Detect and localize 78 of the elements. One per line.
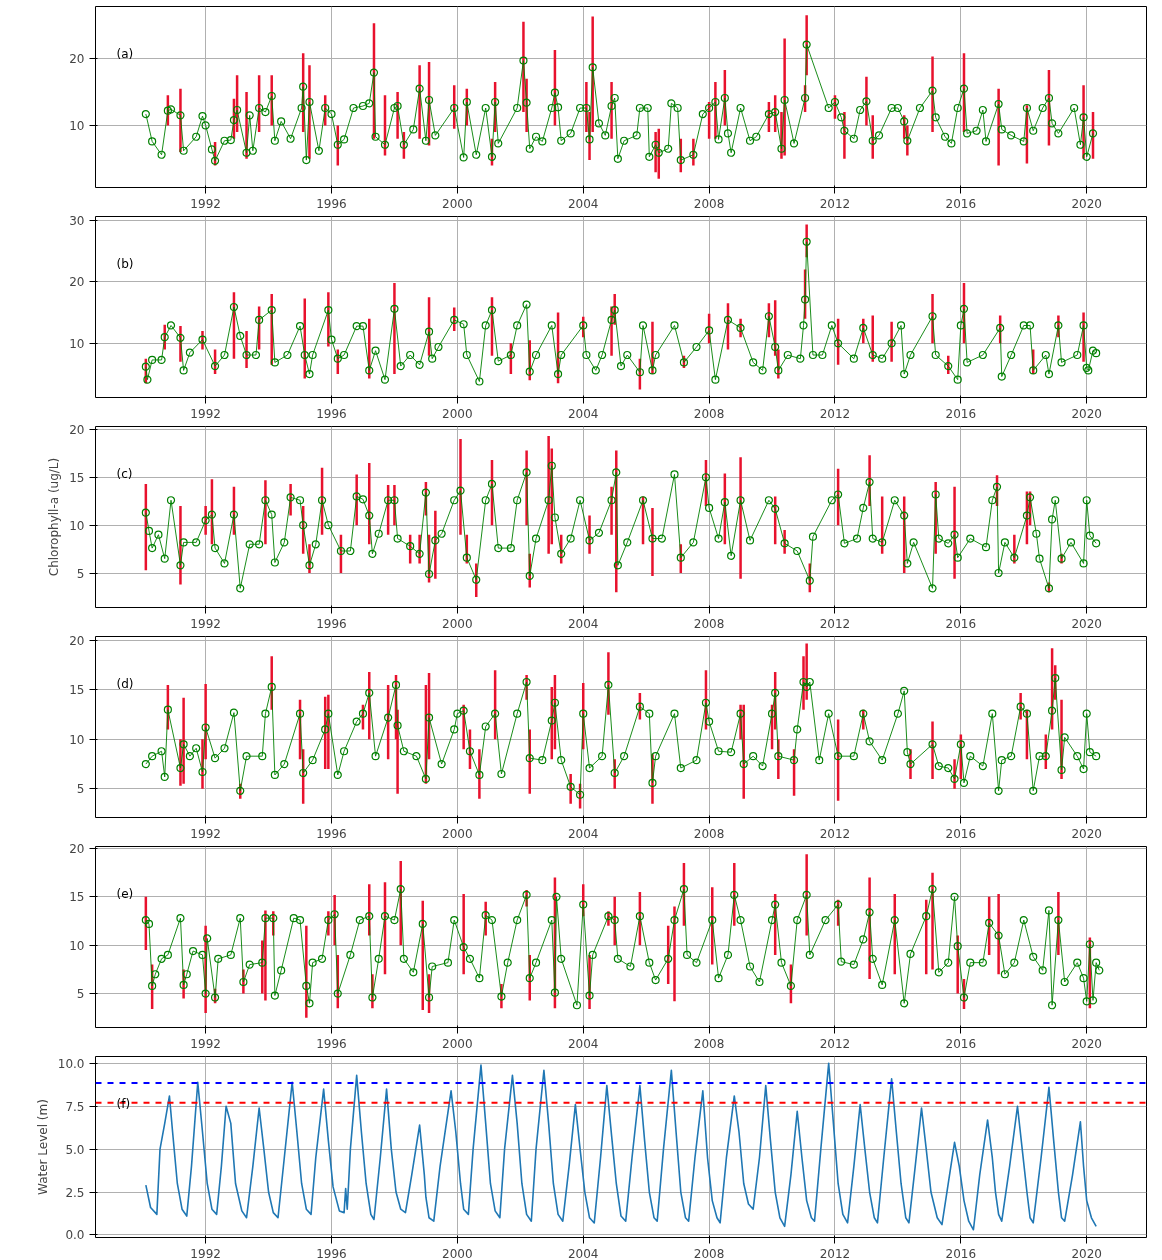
y-tick-label: 20 — [69, 633, 85, 648]
x-tick-label: 1996 — [316, 616, 347, 631]
x-tick-label: 2020 — [1071, 1036, 1102, 1051]
x-tick-label: 2004 — [567, 616, 599, 631]
x-tick-label: 2000 — [442, 1036, 473, 1051]
x-tick-label: 1992 — [190, 826, 221, 841]
x-tick-label: 2000 — [442, 1246, 473, 1260]
x-tick-label: 2020 — [1071, 406, 1102, 421]
y-tick-label: 15 — [69, 470, 85, 485]
y-tick-label: 10 — [69, 732, 85, 747]
y-tick-label: 20 — [69, 841, 85, 856]
x-tick-label: 2016 — [945, 616, 977, 631]
y-tick-label: 10 — [69, 938, 85, 953]
y-tick-label: 5 — [76, 987, 85, 1002]
annotation: (e) — [116, 886, 134, 901]
x-tick-label: 2012 — [819, 1036, 851, 1051]
y-tick-label: 0.0 — [65, 1228, 85, 1243]
y-tick-label: 30 — [69, 213, 85, 228]
x-tick-label: 2020 — [1071, 826, 1102, 841]
y-tick-label: 5 — [76, 566, 85, 581]
x-tick-label: 2008 — [693, 196, 725, 211]
x-tick-label: 2008 — [693, 616, 725, 631]
x-tick-label: 2016 — [945, 1246, 977, 1260]
y-tick-label: 15 — [69, 890, 85, 905]
x-tick-label: 2020 — [1071, 196, 1102, 211]
y-axis-title: Water Level (m) — [35, 1099, 50, 1195]
x-tick-label: 1992 — [190, 1246, 221, 1260]
x-tick-label: 1996 — [316, 1246, 347, 1260]
x-tick-label: 2000 — [442, 616, 473, 631]
x-tick-label: 2016 — [945, 1036, 977, 1051]
x-tick-label: 2012 — [819, 616, 851, 631]
x-tick-label: 2016 — [945, 196, 977, 211]
x-tick-label: 2004 — [567, 826, 599, 841]
x-tick-label: 2020 — [1071, 616, 1102, 631]
x-tick-label: 2012 — [819, 196, 851, 211]
x-tick-label: 1996 — [316, 826, 347, 841]
x-tick-label: 2000 — [442, 826, 473, 841]
y-tick-label: 20 — [69, 275, 85, 290]
x-tick-label: 2004 — [567, 1246, 599, 1260]
y-tick-label: 10 — [69, 118, 85, 133]
x-tick-label: 1996 — [316, 406, 347, 421]
x-tick-label: 2008 — [693, 1246, 725, 1260]
x-tick-label: 1992 — [190, 196, 221, 211]
y-tick-label: 10.0 — [57, 1056, 85, 1071]
y-tick-label: 5 — [76, 782, 85, 797]
y-tick-label: 20 — [69, 52, 85, 67]
y-tick-label: 7.5 — [65, 1099, 85, 1114]
x-tick-label: 1996 — [316, 1036, 347, 1051]
x-tick-label: 2008 — [693, 826, 725, 841]
y-tick-label: 15 — [69, 683, 85, 698]
annotation: (c) — [116, 466, 133, 481]
y-axis-title: Chlorophyll-a (ug/L) — [47, 457, 62, 577]
y-tick-label: 10 — [69, 336, 85, 351]
x-tick-label: 2016 — [945, 406, 977, 421]
annotation: (f) — [116, 1096, 131, 1111]
x-tick-label: 1992 — [190, 616, 221, 631]
annotation: (b) — [116, 256, 134, 271]
x-tick-label: 2004 — [567, 406, 599, 421]
y-tick-label: 10 — [69, 518, 85, 533]
x-tick-label: 2012 — [819, 1246, 851, 1260]
x-tick-label: 2008 — [693, 406, 725, 421]
x-tick-label: 1996 — [316, 196, 347, 211]
x-tick-label: 2004 — [567, 196, 599, 211]
annotation: (d) — [116, 676, 134, 691]
x-tick-label: 1992 — [190, 406, 221, 421]
y-tick-label: 2.5 — [65, 1185, 85, 1200]
y-tick-label: 5.0 — [65, 1142, 85, 1157]
x-tick-label: 2016 — [945, 826, 977, 841]
x-tick-label: 2004 — [567, 1036, 599, 1051]
x-tick-label: 2000 — [442, 196, 473, 211]
y-tick-label: 20 — [69, 422, 85, 437]
x-tick-label: 2000 — [442, 406, 473, 421]
x-tick-label: 2012 — [819, 826, 851, 841]
x-tick-label: 2020 — [1071, 1246, 1102, 1260]
x-tick-label: 2008 — [693, 1036, 725, 1051]
annotation: (a) — [116, 46, 134, 61]
x-tick-label: 1992 — [190, 1036, 221, 1051]
x-tick-label: 2012 — [819, 406, 851, 421]
